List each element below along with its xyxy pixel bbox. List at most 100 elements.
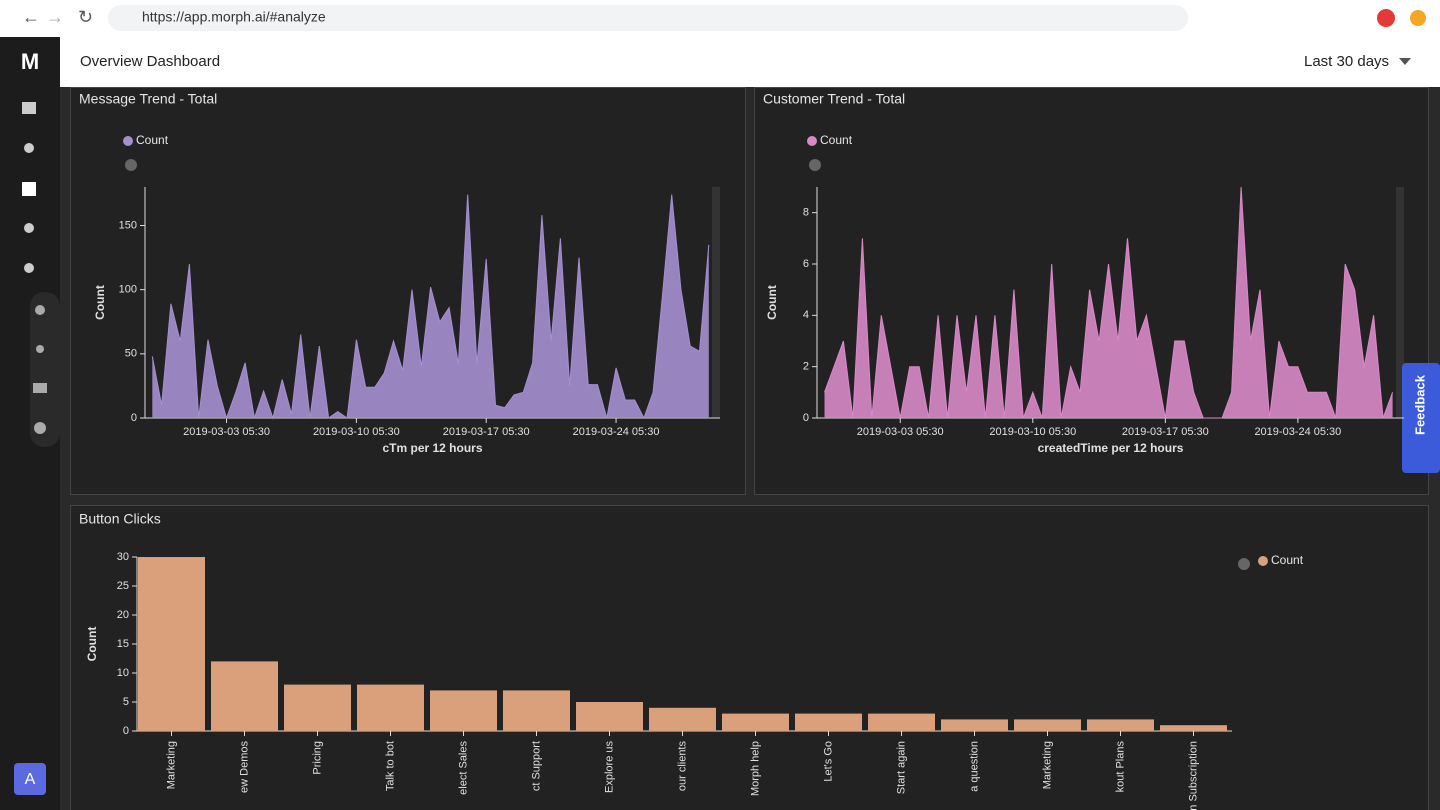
header	[60, 37, 1440, 87]
y-tick-label: 8	[803, 207, 809, 219]
expand-legend[interactable]	[1238, 558, 1250, 570]
nav-integrations[interactable]	[36, 345, 44, 353]
forward-button[interactable]: →	[46, 7, 64, 27]
bar	[1087, 719, 1154, 731]
bar	[722, 713, 789, 731]
x-tick-label: 2019-03-17 05:30	[1122, 426, 1209, 438]
bar	[357, 684, 424, 731]
bar	[941, 719, 1008, 731]
url[interactable]: https://app.morph.ai/#analyze	[142, 9, 326, 25]
x-tick-label: 2019-03-03 05:30	[857, 426, 944, 438]
nav-home[interactable]	[22, 102, 36, 114]
x-tick-label: Talk to bot	[384, 741, 396, 791]
reload-button[interactable]: ↻	[78, 7, 93, 27]
collapse-legend[interactable]	[125, 159, 137, 171]
panel	[754, 87, 1429, 495]
page-title: Overview Dashboard	[80, 53, 220, 70]
x-tick-label: 2019-03-10 05:30	[989, 426, 1076, 438]
y-axis-title: Count	[85, 627, 99, 662]
x-tick-label: 2019-03-24 05:30	[1254, 426, 1341, 438]
feedback-label[interactable]: Feedback	[1412, 374, 1427, 435]
x-tick-label: 2019-03-17 05:30	[443, 426, 530, 438]
x-tick-label: Start again	[895, 741, 907, 794]
x-tick-label: 2019-03-10 05:30	[313, 426, 400, 438]
nav-users[interactable]	[24, 143, 34, 153]
avatar-letter: A	[25, 771, 36, 788]
avatar[interactable]	[14, 763, 46, 795]
y-axis-title: Count	[765, 285, 779, 320]
bar	[1014, 719, 1081, 731]
y-axis-title: Count	[93, 285, 107, 320]
x-tick-label: Let's Go	[822, 741, 834, 782]
collapse-legend[interactable]	[809, 159, 821, 171]
nav-download[interactable]	[35, 305, 45, 315]
y-tick-label: 6	[803, 258, 809, 270]
panel-title: Customer Trend - Total	[763, 91, 905, 107]
y-tick-label: 25	[117, 580, 129, 592]
x-tick-label: Explore us	[603, 741, 615, 793]
bar	[211, 661, 278, 731]
extension-icon[interactable]	[1410, 10, 1426, 26]
bar	[138, 557, 205, 731]
y-tick-label: 100	[119, 284, 137, 296]
dropdown-arrow[interactable]	[1399, 58, 1411, 65]
x-tick-label: n Subscription	[1187, 741, 1199, 810]
y-tick-label: 4	[803, 309, 809, 321]
legend-marker	[807, 136, 817, 146]
x-tick-label: ct Support	[530, 741, 542, 791]
nav-broadcast[interactable]	[24, 223, 34, 233]
feedback-tab[interactable]	[1402, 363, 1440, 473]
legend-label: Count	[820, 133, 853, 147]
bar	[649, 707, 716, 731]
panel-title: Button Clicks	[79, 511, 161, 527]
x-tick-label: 2019-03-24 05:30	[573, 426, 660, 438]
y-tick-label: 20	[117, 609, 129, 621]
date-range[interactable]: Last 30 days	[1304, 53, 1389, 70]
profile-icon[interactable]	[1377, 9, 1395, 27]
panel	[70, 87, 746, 495]
nav-structure[interactable]	[33, 383, 47, 393]
bar	[795, 713, 862, 731]
x-tick-label: Pricing	[311, 741, 323, 775]
y-tick-label: 0	[123, 725, 129, 737]
y-tick-label: 2	[803, 361, 809, 373]
x-axis-title: cTm per 12 hours	[382, 441, 482, 455]
bar	[284, 684, 351, 731]
nav-settings[interactable]	[34, 422, 46, 434]
nav-analyze[interactable]	[22, 182, 36, 196]
y-tick-label: 15	[117, 638, 129, 650]
x-tick-label: ew Demos	[238, 741, 250, 793]
y-tick-label: 30	[117, 551, 129, 563]
scrollbar	[1396, 187, 1404, 418]
x-tick-label: a question	[968, 741, 980, 792]
x-tick-label: Morph help	[749, 741, 761, 796]
logo[interactable]: M	[21, 49, 39, 74]
y-tick-label: 50	[125, 348, 137, 360]
area-fill	[824, 187, 1393, 418]
x-tick-label: Marketing	[165, 741, 177, 789]
bar	[576, 702, 643, 731]
y-tick-label: 5	[123, 696, 129, 708]
nav-group	[30, 292, 60, 447]
area-line	[824, 186, 1394, 419]
y-tick-label: 0	[803, 412, 809, 424]
back-button[interactable]: ←	[22, 7, 40, 27]
nav-profile[interactable]	[24, 263, 34, 273]
bar	[868, 713, 935, 731]
panel-title: Message Trend - Total	[79, 91, 217, 107]
x-tick-label: elect Sales	[457, 741, 469, 795]
bar	[503, 690, 570, 731]
legend-label: Count	[1271, 553, 1304, 567]
y-tick-label: 0	[131, 412, 137, 424]
x-tick-label: 2019-03-03 05:30	[183, 426, 270, 438]
area-line	[151, 194, 710, 420]
bar	[1160, 725, 1227, 731]
bar	[430, 690, 497, 731]
y-tick-label: 10	[117, 667, 129, 679]
address-bar[interactable]	[108, 5, 1188, 31]
legend-label: Count	[136, 133, 169, 147]
x-tick-label: kout Plans	[1114, 741, 1126, 793]
panel	[70, 505, 1429, 810]
